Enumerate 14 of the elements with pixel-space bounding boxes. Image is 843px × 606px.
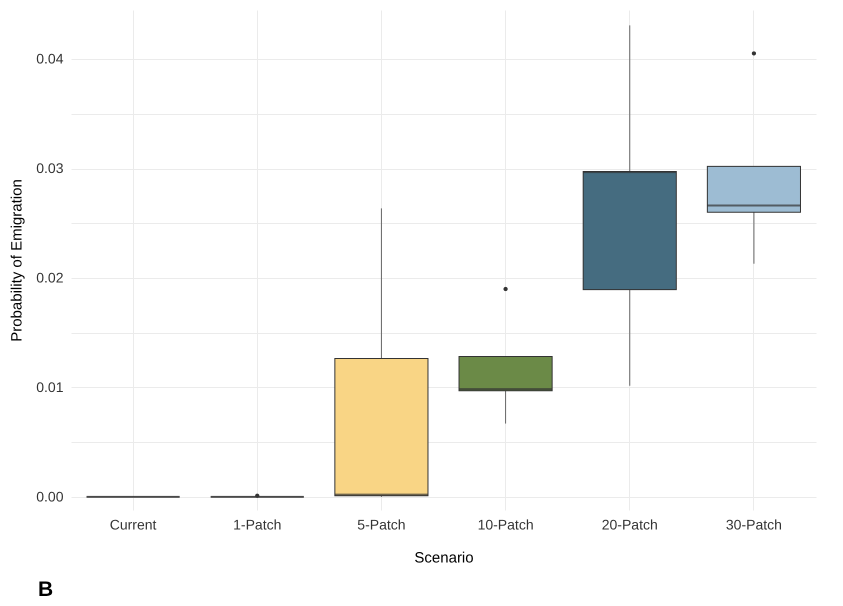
y-axis-title: Probability of Emigration — [8, 179, 26, 342]
x-axis-title: Scenario — [414, 550, 474, 566]
y-tick-label: 0.00 — [36, 488, 64, 504]
y-tick-label: 0.04 — [36, 50, 64, 67]
text: B — [38, 578, 54, 602]
y-tick-label: 0.03 — [36, 160, 64, 176]
x-tick-label: 20-Patch — [602, 516, 658, 532]
y-tick-label: 0.01 — [36, 378, 64, 395]
x-tick-label: 10-Patch — [478, 516, 534, 532]
x-tick-label: 1-Patch — [233, 516, 282, 532]
x-tick-label: 30-Patch — [726, 516, 782, 532]
x-tick-label: 5-Patch — [357, 516, 406, 532]
y-tick-label: 0.02 — [36, 270, 64, 286]
x-tick-label: Current — [110, 516, 157, 532]
